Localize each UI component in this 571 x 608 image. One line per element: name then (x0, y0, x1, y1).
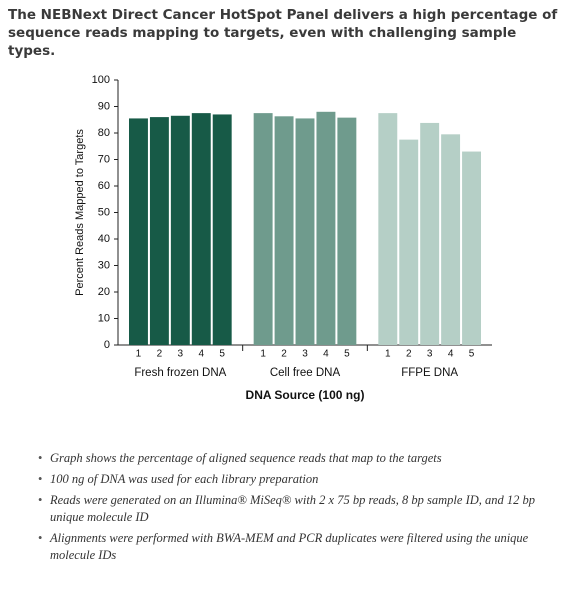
y-tick-label: 30 (98, 259, 110, 271)
page-title: The NEBNext Direct Cancer HotSpot Panel … (8, 7, 558, 59)
x-tick-label: 2 (281, 349, 287, 360)
note: Reads were generated on an Illumina® MiS… (38, 492, 538, 526)
group-label: FFPE DNA (401, 367, 458, 379)
group-label: Cell free DNA (270, 367, 341, 379)
y-tick-label: 100 (92, 74, 110, 86)
bar (316, 111, 336, 345)
bar (253, 113, 273, 345)
bar (170, 115, 190, 346)
x-tick-label: 1 (136, 349, 142, 360)
x-tick-label: 3 (178, 349, 184, 360)
x-tick-label: 2 (406, 349, 412, 360)
bar (274, 116, 294, 346)
bar (462, 151, 481, 345)
x-tick-label: 5 (469, 349, 475, 360)
y-axis-label: Percent Reads Mapped to Targets (74, 129, 86, 296)
x-tick-label: 2 (157, 349, 163, 360)
x-tick-label: 5 (219, 349, 225, 360)
x-tick-label: 4 (198, 349, 204, 360)
y-tick-label: 80 (98, 127, 110, 139)
note: Alignments were performed with BWA-MEM a… (38, 530, 538, 564)
x-tick-label: 3 (302, 349, 308, 360)
bar (399, 139, 419, 345)
group-label: Fresh frozen DNA (134, 367, 226, 379)
y-tick-label: 90 (98, 100, 110, 112)
x-tick-label: 3 (427, 349, 433, 360)
x-tick-label: 4 (448, 349, 454, 360)
chart: 0 10 20 30 40 50 60 70 80 90 100 Percent Reads Mapp… (74, 74, 492, 402)
bar (191, 113, 211, 345)
bar (420, 122, 440, 346)
y-tick-label: 10 (98, 312, 110, 324)
notes: Graph shows the percentage of aligned se… (38, 450, 538, 568)
x-tick-label: 4 (323, 349, 329, 360)
bar (129, 118, 148, 345)
x-axis-label: DNA Source (100 ng) (246, 388, 365, 402)
note: 100 ng of DNA was used for each library … (38, 471, 538, 488)
bar (295, 118, 315, 345)
bar (212, 114, 232, 345)
x-tick-label: 1 (385, 349, 391, 360)
bar (337, 117, 357, 345)
y-tick-label: 70 (98, 153, 110, 165)
bar (149, 117, 169, 345)
x-tick-label: 1 (260, 349, 266, 360)
x-tick-label: 5 (344, 349, 350, 360)
y-tick-label: 20 (98, 286, 110, 298)
y-tick-label: 40 (98, 233, 110, 245)
y-tick-label: 60 (98, 180, 110, 192)
bar (378, 113, 398, 345)
y-tick-label: 0 (104, 339, 110, 351)
note: Graph shows the percentage of aligned se… (38, 450, 538, 467)
y-tick-label: 50 (98, 206, 110, 218)
bar (441, 134, 461, 345)
